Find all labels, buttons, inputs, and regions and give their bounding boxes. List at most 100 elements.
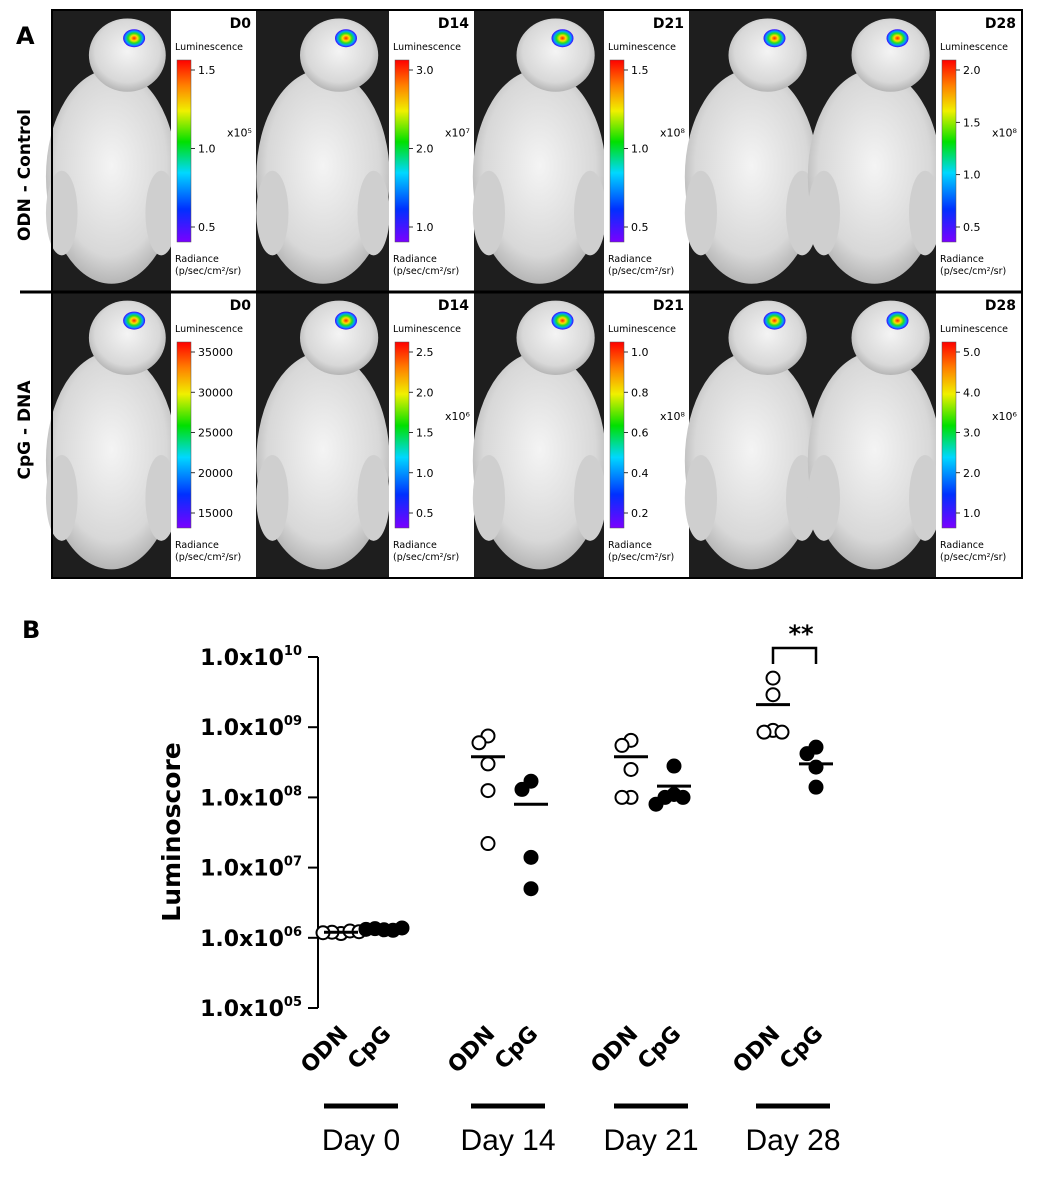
scale-tick-label: 2.0: [963, 467, 981, 480]
scale-tick-label: 20000: [198, 467, 233, 480]
radiance-units: (p/sec/cm²/sr): [393, 552, 459, 563]
odn-data-point: [765, 670, 781, 686]
scale-title: Luminescence: [393, 324, 461, 335]
y-tick-label: 1.0x1009: [200, 714, 302, 741]
color-scale-bar: [609, 59, 625, 243]
scale-tick-label: 2.5: [416, 346, 434, 359]
day-label: Day 28: [745, 1124, 840, 1157]
scale-tick-label: 1.0: [631, 143, 649, 156]
mouse-image: [45, 300, 178, 570]
day-label: D0: [230, 298, 252, 314]
odn-data-point: [614, 737, 630, 753]
radiance-label: Radiance: [940, 254, 984, 265]
x-label-odn: ODN: [296, 1022, 353, 1079]
scale-tick-label: 1.5: [963, 116, 981, 129]
scale-tick-label: 1.5: [198, 64, 216, 77]
scale-tick-label: 2.0: [416, 143, 434, 156]
imaging-panel: D21 Luminescence 1.5 1.0 0.5 x10⁸ Radiance(p/s…: [472, 10, 690, 292]
bioluminescence-signal: [335, 29, 357, 48]
day-label: D0: [230, 16, 252, 32]
significance-bracket: [771, 646, 818, 664]
scale-exponent: x10⁸: [660, 126, 686, 139]
mouse-image: [807, 300, 942, 570]
scale-tick-label: 1.0: [963, 507, 981, 520]
day-label: Day 0: [322, 1124, 400, 1157]
color-scale-bar: [941, 341, 957, 529]
day-label: Day 14: [460, 1124, 555, 1157]
scale-exponent: x10⁵: [227, 126, 252, 139]
cpg-data-point: [648, 796, 664, 812]
cpg-data-point: [799, 746, 815, 762]
scale-tick-label: 1.0: [198, 143, 216, 156]
odn-data-point: [471, 735, 487, 751]
scale-exponent: x10⁶: [445, 410, 471, 423]
bioluminescence-signal: [335, 311, 357, 330]
day-label: D28: [985, 16, 1016, 32]
color-scale-bar: [941, 59, 957, 243]
y-tick-label: 1.0x1006: [200, 925, 302, 952]
scale-title: Luminescence: [608, 324, 676, 335]
bioluminescence-signal: [763, 311, 786, 330]
mouse-image: [472, 300, 607, 570]
scale-tick-label: 0.8: [631, 386, 649, 399]
scale-exponent: x10⁷: [445, 126, 470, 139]
imaging-panel: D0 Luminescence 35000 30000 25000 20000 15000 R…: [45, 292, 257, 578]
color-scale-bar: [394, 59, 410, 243]
day-label: D28: [985, 298, 1016, 314]
scale-tick-label: 1.0: [416, 467, 434, 480]
panel-b-letter: B: [22, 616, 41, 644]
radiance-label: Radiance: [608, 540, 652, 551]
scale-tick-label: 3.0: [416, 64, 434, 77]
radiance-label: Radiance: [393, 540, 437, 551]
row-label-odn-control: ODN - Control: [15, 109, 35, 241]
odn-data-point: [480, 783, 496, 799]
radiance-label: Radiance: [175, 254, 219, 265]
y-tick-label: 1.0x1010: [200, 644, 302, 671]
scale-tick-label: 30000: [198, 386, 233, 399]
bioluminescence-signal: [886, 29, 909, 48]
radiance-units: (p/sec/cm²/sr): [175, 266, 241, 277]
imaging-panels: D0Luminescence1.51.00.5x10⁵Radiance(p/se…: [45, 10, 1022, 578]
color-scale-bar: [609, 341, 625, 529]
odn-data-point: [480, 836, 496, 852]
odn-data-point: [774, 724, 790, 740]
color-scale-bar: [176, 341, 192, 529]
odn-data-point: [765, 687, 781, 703]
scale-exponent: x10⁶: [992, 410, 1018, 423]
mouse-image: [256, 18, 390, 284]
scale-tick-label: 3.0: [963, 427, 981, 440]
scale-title: Luminescence: [608, 42, 676, 53]
bioluminescence-signal: [123, 311, 146, 330]
scale-title: Luminescence: [393, 42, 461, 53]
odn-data-point: [480, 756, 496, 772]
bioluminescence-signal: [123, 29, 146, 48]
mouse-image: [807, 18, 942, 284]
cpg-data-point: [675, 789, 691, 805]
scale-tick-label: 1.5: [631, 64, 649, 77]
imaging-panel: D28 Luminescence 5.0 4.0 3.0 2.0 1.0 x10⁶ Radian…: [684, 292, 1022, 578]
scale-tick-label: 1.5: [416, 427, 434, 440]
y-axis-label: Luminoscore: [157, 742, 186, 921]
odn-data-point: [623, 761, 639, 777]
panel-a-border: [51, 9, 1023, 579]
y-tick-label: 1.0x1007: [200, 855, 302, 882]
mouse-image: [256, 300, 390, 570]
panel-a-letter: A: [16, 22, 35, 50]
scatter-plot-area: 1.0x1010 1.0x1009 1.0x1008 1.0x1007 1.0x1006…: [200, 644, 840, 1157]
radiance-label: Radiance: [175, 540, 219, 551]
day-label: D14: [438, 298, 469, 314]
scale-title: Luminescence: [175, 42, 243, 53]
cpg-data-point: [523, 773, 539, 789]
cpg-data-point: [808, 779, 824, 795]
scale-tick-label: 1.0: [963, 169, 981, 182]
scale-tick-label: 0.6: [631, 427, 649, 440]
x-label-cpg: CpG: [490, 1022, 543, 1075]
x-label-odn: ODN: [443, 1022, 500, 1079]
cpg-data-point: [666, 758, 682, 774]
radiance-units: (p/sec/cm²/sr): [940, 266, 1006, 277]
x-label-cpg: CpG: [343, 1022, 396, 1075]
scale-tick-label: 15000: [198, 507, 233, 520]
radiance-label: Radiance: [940, 540, 984, 551]
